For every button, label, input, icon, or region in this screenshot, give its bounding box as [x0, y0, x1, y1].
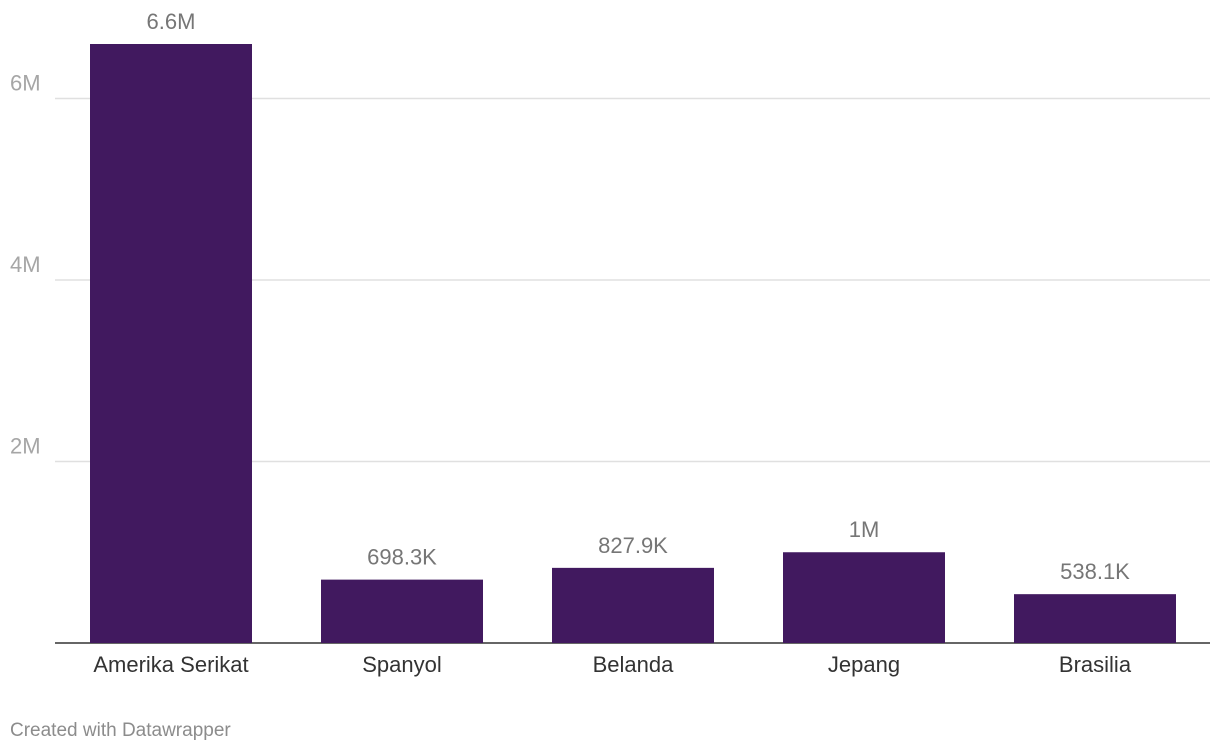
bar — [1014, 594, 1176, 643]
bars — [90, 44, 1176, 643]
x-tick-label: Jepang — [828, 652, 900, 677]
labels: 2M 4M 6M 6.6M Amerika Serikat 698.3K Spanyol 82… — [10, 9, 1132, 677]
credit-text: Created with Datawrapper — [10, 720, 231, 741]
bar — [90, 44, 252, 643]
bar — [552, 567, 714, 643]
value-label: 538.1K — [1060, 559, 1130, 584]
x-tick-label: Amerika Serikat — [93, 652, 248, 677]
value-label: 827.9K — [598, 533, 668, 558]
x-tick-label: Spanyol — [362, 652, 442, 677]
value-label: 6.6M — [147, 9, 196, 34]
bar — [321, 579, 483, 643]
x-tick-label: Belanda — [593, 652, 675, 677]
y-tick-label: 2M — [10, 433, 41, 458]
value-label: 1M — [849, 517, 880, 542]
y-tick-label: 4M — [10, 252, 41, 277]
bar — [783, 552, 945, 643]
x-tick-label: Brasilia — [1059, 652, 1132, 677]
value-label: 698.3K — [367, 545, 437, 570]
y-tick-label: 6M — [10, 70, 41, 95]
